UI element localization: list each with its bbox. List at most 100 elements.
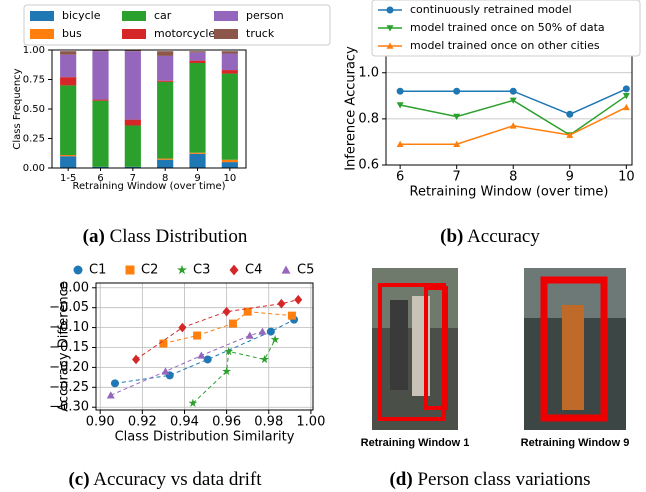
legend-swatch xyxy=(122,29,146,39)
bar-segment xyxy=(60,155,77,157)
legend-label: model trained once on 50% of data xyxy=(410,21,605,34)
legend: bicycle bus car motorcycle person truck xyxy=(23,4,331,46)
x-tick-label: 0.90 xyxy=(86,415,115,430)
legend-swatch xyxy=(214,29,238,39)
marker xyxy=(224,346,234,356)
bar-segment xyxy=(157,81,174,159)
marker xyxy=(277,298,286,309)
bar-segment xyxy=(92,100,109,167)
x-tick-label: 6 xyxy=(97,173,103,184)
x-axis-label: Retraining Window (over time) xyxy=(410,185,609,200)
marker xyxy=(509,87,517,95)
marker xyxy=(178,322,187,333)
legend-label: continuously retrained model xyxy=(410,3,572,16)
legend-frame xyxy=(371,0,641,57)
x-tick-label: 9 xyxy=(566,170,574,185)
bar-segment xyxy=(92,99,109,101)
bar-segment xyxy=(124,119,141,126)
y-tick-label: −0.30 xyxy=(49,400,89,415)
x-tick-label: 1.00 xyxy=(296,415,325,430)
marker xyxy=(228,319,237,328)
y-tick-label: 0.75 xyxy=(23,75,45,86)
x-tick-label: 7 xyxy=(130,173,136,184)
legend-frame xyxy=(23,4,331,46)
trend-line xyxy=(192,339,276,404)
bar-segment xyxy=(157,80,174,82)
caption-text: Accuracy xyxy=(467,226,540,247)
bar-segment xyxy=(92,50,109,52)
bar-segment xyxy=(60,54,77,78)
caption: (a) Class Distribution xyxy=(83,226,248,247)
marker xyxy=(509,122,517,129)
legend-label: truck xyxy=(246,27,275,40)
marker xyxy=(453,87,461,95)
x-axis-label: Retraining Window (over time) xyxy=(72,181,225,192)
y-tick-label: 0.00 xyxy=(23,163,45,174)
marker xyxy=(106,391,115,399)
marker xyxy=(396,140,404,148)
y-tick-label: −0.10 xyxy=(49,320,89,335)
bar-segment xyxy=(60,51,77,55)
y-tick-label: 1.00 xyxy=(23,45,45,56)
caption-text: Class Distribution xyxy=(110,226,248,247)
x-tick-label: 9 xyxy=(194,173,200,184)
bar-segment xyxy=(221,159,238,163)
marker xyxy=(622,103,630,111)
bar-segment xyxy=(124,50,141,52)
marker xyxy=(193,331,202,340)
legend: C1 C2 C3 C4 C5 xyxy=(73,263,314,278)
legend-label: bus xyxy=(62,27,82,40)
bar-segment xyxy=(189,52,206,61)
legend-swatch xyxy=(30,11,54,21)
x-tick-label: 8 xyxy=(509,170,517,185)
trend-line xyxy=(114,319,295,384)
plot-frame xyxy=(385,51,633,166)
legend-label: person xyxy=(246,9,284,22)
bar-segment xyxy=(124,51,141,120)
marker xyxy=(177,264,187,275)
marker xyxy=(229,264,239,276)
marker xyxy=(294,294,303,305)
x-tick-label: 8 xyxy=(162,173,168,184)
legend-label: motorcycle xyxy=(154,27,215,40)
bar-segment xyxy=(157,55,174,81)
photo-label: Retraining Window 9 xyxy=(521,437,630,449)
marker xyxy=(125,265,135,275)
x-axis-label: Class Distribution Similarity xyxy=(115,430,295,445)
caption: (d) Person class variations xyxy=(389,469,590,490)
bar-segment xyxy=(60,85,77,156)
x-tick-label: 7 xyxy=(453,170,461,185)
marker xyxy=(509,97,517,104)
legend-label: C5 xyxy=(297,263,314,278)
marker xyxy=(132,354,141,365)
marker xyxy=(396,102,404,109)
caption-label: (a) xyxy=(83,226,105,247)
legend-label: C4 xyxy=(245,263,262,278)
marker xyxy=(386,6,394,14)
legend-label: model trained once on other cities xyxy=(410,39,600,52)
marker xyxy=(453,113,461,121)
x-tick-label: 0.98 xyxy=(254,415,283,430)
marker xyxy=(197,351,206,359)
marker xyxy=(188,398,198,407)
bar-segment xyxy=(157,159,174,168)
marker xyxy=(222,366,231,376)
marker xyxy=(386,25,394,32)
marker xyxy=(270,334,280,344)
legend-label: bicycle xyxy=(62,9,101,22)
marker xyxy=(453,140,461,148)
legend-swatch xyxy=(214,11,238,21)
caption-text: Person class variations xyxy=(417,469,590,490)
caption-text: Accuracy vs data drift xyxy=(93,469,262,490)
plot-frame xyxy=(95,282,314,411)
legend-label: C1 xyxy=(89,263,106,278)
bar-segment xyxy=(92,51,109,100)
bar-segment xyxy=(189,51,206,53)
marker xyxy=(110,379,119,388)
bar-segment xyxy=(157,51,174,56)
marker xyxy=(396,87,404,95)
marker xyxy=(161,367,170,375)
marker xyxy=(566,131,574,138)
caption-label: (c) xyxy=(68,469,89,490)
bar-segment xyxy=(189,152,206,154)
